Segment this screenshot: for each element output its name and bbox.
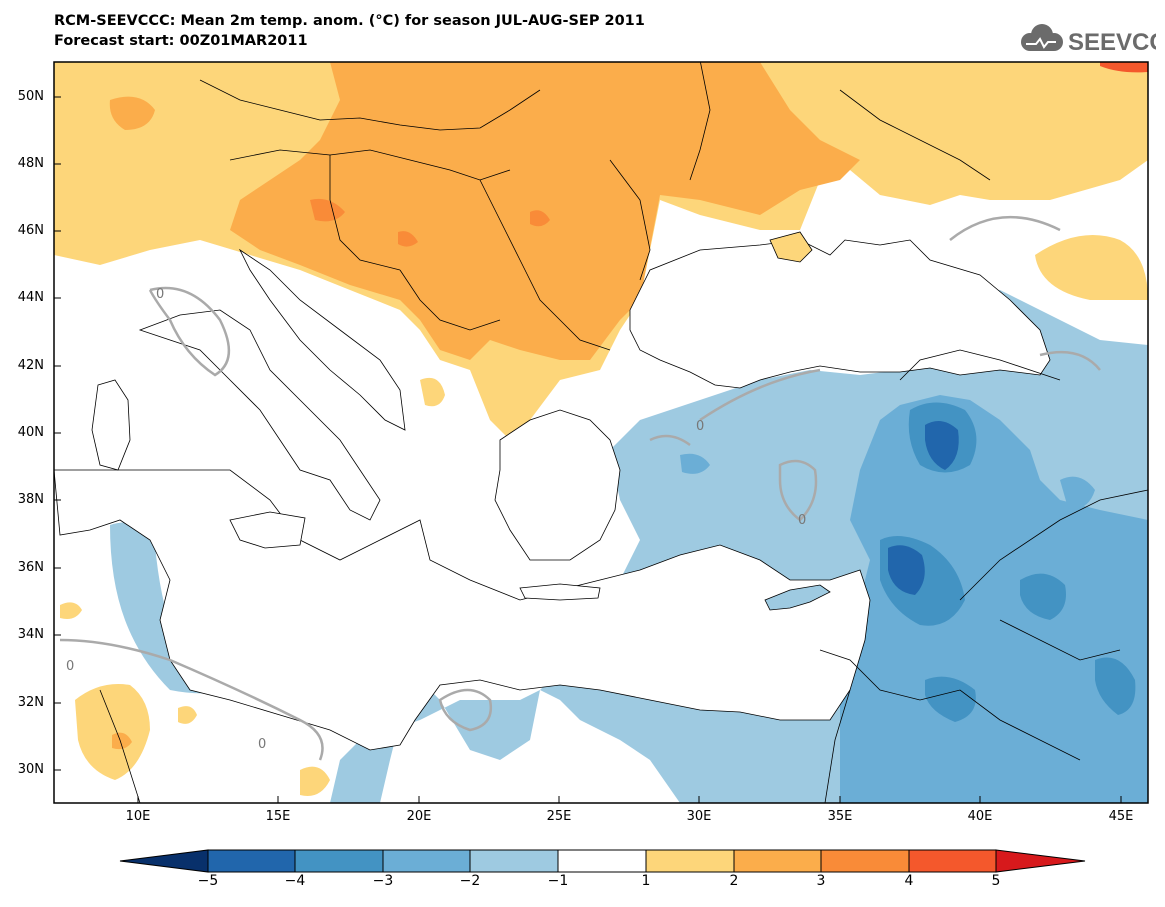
moderate-warm-anomaly bbox=[230, 62, 860, 360]
crimea bbox=[769, 231, 813, 263]
strong-warm-anomaly-2 bbox=[398, 231, 418, 247]
warm-anomaly-balkan-south bbox=[420, 377, 445, 407]
chart-title: RCM-SEEVCCC: Mean 2m temp. anom. (°C) fo… bbox=[54, 13, 645, 29]
zero-contour-labels: 0 0 0 0 0 bbox=[66, 287, 806, 752]
lat-label: 40N bbox=[17, 425, 44, 440]
warm-anomaly-africa bbox=[75, 684, 150, 780]
lon-label: 25E bbox=[546, 809, 572, 824]
lat-label: 50N bbox=[17, 89, 44, 104]
axis-ticks bbox=[54, 96, 1122, 803]
contour-label: 0 bbox=[696, 419, 704, 434]
lat-label: 46N bbox=[17, 223, 44, 238]
crete bbox=[519, 583, 601, 601]
strong-cool-anomaly-4 bbox=[1095, 657, 1136, 715]
colorbar-tick-label: −3 bbox=[372, 873, 394, 889]
moderate-cool-anomaly bbox=[840, 395, 1148, 803]
lat-label: 44N bbox=[17, 290, 44, 305]
lon-label: 40E bbox=[967, 809, 993, 824]
colorbar-tick-label: 2 bbox=[729, 873, 739, 889]
colorbar-tick-label: −2 bbox=[459, 873, 481, 889]
zero-contours bbox=[59, 215, 1101, 761]
lon-label: 45E bbox=[1108, 809, 1134, 824]
moderate-warm-anomaly-west bbox=[109, 96, 155, 130]
peak-warm-anomaly bbox=[1100, 62, 1148, 73]
contour-label: 0 bbox=[798, 513, 806, 528]
sicily bbox=[229, 511, 306, 549]
strong-cool-anomaly-3 bbox=[1020, 573, 1066, 620]
colorbar-tick-label: −5 bbox=[197, 873, 219, 889]
cool-anomaly-africa bbox=[110, 522, 250, 694]
country-borders bbox=[99, 62, 1148, 803]
aegean-sea bbox=[494, 409, 621, 561]
colorbar-tick-label: 3 bbox=[816, 873, 826, 889]
lon-label: 30E bbox=[686, 809, 712, 824]
strong-warm-anomaly-3 bbox=[530, 210, 550, 227]
colorbar-tick-label: 5 bbox=[991, 873, 1001, 889]
colorbar-tick-label: −4 bbox=[284, 873, 306, 889]
warm-anomaly-africa-3 bbox=[178, 706, 197, 724]
contour-label: 0 bbox=[156, 287, 164, 302]
colorbar-tick-label: −1 bbox=[547, 873, 569, 889]
lat-label: 32N bbox=[17, 695, 44, 710]
colorbar-tick-label: 1 bbox=[641, 873, 651, 889]
italy bbox=[138, 309, 381, 521]
seevccc-logo: SEEVCCC bbox=[1021, 24, 1156, 56]
colorbar-tick-label: 4 bbox=[904, 873, 914, 889]
black-sea bbox=[629, 239, 1051, 389]
lon-label: 15E bbox=[265, 809, 291, 824]
lat-label: 42N bbox=[17, 358, 44, 373]
moderate-cool-anomaly-2 bbox=[680, 453, 710, 474]
warm-anomaly-africa-2 bbox=[60, 602, 82, 619]
logo-text: SEEVCCC bbox=[1068, 29, 1156, 56]
lat-label: 38N bbox=[17, 492, 44, 507]
lon-label: 20E bbox=[406, 809, 432, 824]
warm-anomaly-africa-4 bbox=[300, 766, 330, 796]
strong-cool-anomaly-5 bbox=[925, 676, 976, 722]
forecast-start-label: Forecast start: 00Z01MAR2011 bbox=[54, 33, 308, 49]
lat-label: 34N bbox=[17, 627, 44, 642]
cloud-icon bbox=[1021, 24, 1063, 51]
lat-label: 30N bbox=[17, 762, 44, 777]
sardinia bbox=[91, 379, 131, 471]
contour-label: 0 bbox=[66, 659, 74, 674]
peak-cool-anomaly bbox=[888, 545, 925, 595]
contour-label: 0 bbox=[258, 737, 266, 752]
moderate-cool-anomaly-3 bbox=[1060, 476, 1095, 509]
warm-anomaly-east bbox=[1035, 235, 1148, 300]
cyprus bbox=[764, 584, 831, 611]
lat-label: 48N bbox=[17, 156, 44, 171]
lat-label: 36N bbox=[17, 560, 44, 575]
strong-warm-anomaly bbox=[310, 198, 345, 222]
lon-label: 35E bbox=[827, 809, 853, 824]
moderate-warm-anomaly-africa bbox=[112, 732, 132, 750]
adriatic-sea bbox=[238, 248, 406, 431]
lon-label: 10E bbox=[125, 809, 151, 824]
peak-cool-anomaly-2 bbox=[925, 421, 959, 470]
